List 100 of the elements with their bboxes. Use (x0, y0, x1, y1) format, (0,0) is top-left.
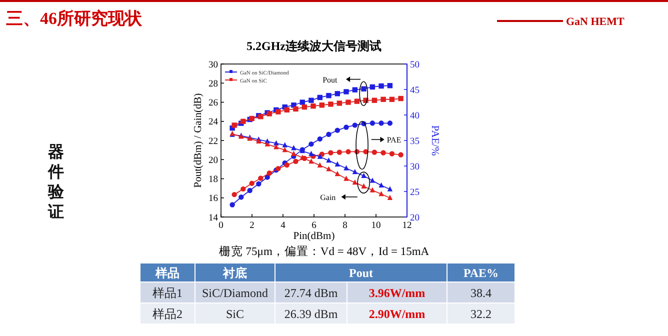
y-tick-label: 30 (208, 60, 218, 70)
point (230, 202, 235, 208)
point (291, 150, 296, 156)
y2-tick-label: 30 (410, 162, 420, 172)
point (284, 107, 290, 112)
point (308, 158, 314, 164)
point (398, 152, 404, 158)
point (238, 194, 244, 200)
point (334, 128, 340, 133)
point (293, 158, 298, 164)
text: 38.4 (470, 286, 492, 300)
x-tick-label: 4 (280, 221, 286, 231)
text: 32.2 (470, 307, 492, 321)
text: 栅宽 75μm，偏置：Vd = 48V，Id = 15mA (218, 244, 430, 258)
point (387, 194, 393, 200)
point (344, 165, 349, 170)
point (370, 187, 376, 192)
point (336, 150, 342, 155)
y-tick-label: 20 (208, 156, 218, 166)
point (240, 186, 246, 192)
point (387, 186, 393, 192)
chart-title: 5.2GHz连续波大信号测试 (246, 39, 382, 53)
x-tick-label: 8 (342, 221, 348, 231)
y2-tick-label: 40 (410, 111, 420, 122)
point (380, 150, 386, 156)
point (361, 183, 366, 188)
point (370, 84, 376, 90)
y-tick-label: 16 (208, 194, 218, 204)
point (291, 145, 296, 150)
annotation: Gain (320, 192, 336, 202)
y-tick-label: 28 (208, 79, 218, 90)
y2-tick-label: 35 (410, 136, 420, 147)
point (249, 180, 254, 186)
point (370, 120, 376, 126)
point (346, 149, 351, 154)
point (336, 100, 342, 106)
x-tick-label: 0 (218, 221, 224, 231)
point (274, 140, 279, 146)
point (328, 150, 334, 156)
point (346, 100, 351, 105)
point (258, 176, 264, 181)
y-tick-label: 26 (208, 98, 218, 109)
text: 26.39 dBm (284, 307, 338, 321)
text: 样品 (154, 266, 180, 280)
point (308, 98, 314, 103)
point (344, 89, 349, 94)
x-axis-title: Pin(dBm) (293, 231, 336, 242)
point (282, 146, 288, 152)
point (310, 103, 316, 109)
point (334, 91, 340, 96)
point (300, 100, 305, 105)
point (266, 170, 272, 176)
text: 样品2 (152, 307, 182, 321)
point (387, 83, 393, 88)
text: PAE% (463, 266, 499, 280)
point (352, 87, 358, 92)
text: Pout (349, 266, 374, 280)
point (317, 94, 322, 100)
y2-axis-title: PAE/% (429, 125, 440, 156)
text: GaN HEMT (566, 16, 626, 28)
x-tick-label: 2 (250, 221, 255, 231)
point (344, 124, 349, 130)
x-tick-label: 6 (312, 221, 317, 231)
point (293, 106, 298, 112)
text: 2.90W/mm (368, 307, 426, 321)
y2-tick-label: 50 (410, 60, 420, 70)
point (308, 141, 314, 147)
y-tick-label: 22 (208, 136, 218, 147)
point (317, 162, 322, 168)
point (372, 150, 378, 155)
annotation: Pout (322, 75, 338, 84)
x-tick-label: 12 (402, 221, 412, 231)
text: 器件验证 (47, 143, 65, 221)
point (380, 96, 386, 102)
y-axis-title: Pout(dBm) / Gain(dB) (193, 92, 204, 188)
point (361, 86, 366, 92)
point (317, 136, 322, 142)
point (326, 157, 332, 163)
y-tick-label: 18 (208, 175, 218, 186)
point (389, 151, 395, 156)
point (232, 192, 237, 198)
point (256, 181, 262, 186)
point (398, 96, 404, 102)
point (308, 150, 314, 156)
point (326, 166, 332, 172)
y2-tick-label: 45 (410, 86, 420, 96)
point (232, 122, 237, 128)
point (378, 83, 384, 89)
point (352, 122, 358, 128)
point (302, 104, 307, 110)
y-tick-label: 14 (208, 213, 218, 224)
point (247, 188, 252, 194)
point (352, 168, 358, 174)
y2-tick-label: 25 (410, 188, 420, 198)
y2-tick-label: 20 (410, 213, 420, 224)
text: 样品1 (152, 286, 182, 300)
point (264, 141, 270, 146)
point (344, 176, 349, 181)
point (378, 182, 384, 188)
text: 3.96W/mm (368, 286, 426, 300)
